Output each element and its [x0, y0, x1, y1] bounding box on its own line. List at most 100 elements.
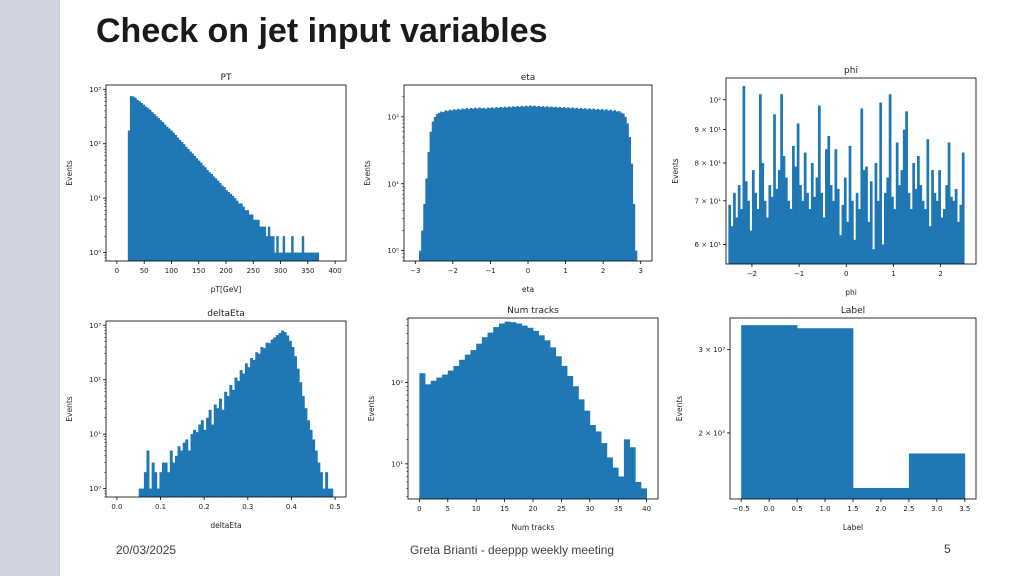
num-tracks-bar — [629, 447, 636, 499]
pt-bar — [303, 252, 307, 261]
eta-bar — [560, 107, 564, 261]
deltaeta-bar — [312, 439, 316, 497]
eta-bar — [554, 106, 557, 261]
pt-bar — [221, 185, 224, 261]
eta-bar — [497, 107, 500, 261]
phi-bar — [782, 155, 786, 264]
phi-bar — [735, 217, 739, 264]
phi-bar — [893, 209, 897, 264]
pt-bar — [172, 132, 175, 261]
num-tracks-bar — [498, 323, 505, 499]
label-y-tick-label: 3 × 10³ — [699, 346, 726, 354]
deltaeta-bar — [325, 472, 329, 497]
deltaeta-bar — [234, 377, 238, 497]
label-x-tick-label: −0.5 — [733, 505, 750, 513]
deltaeta-y-tick-label: 10¹ — [89, 431, 101, 439]
eta-bar — [598, 109, 602, 261]
phi-bar — [773, 114, 776, 264]
phi-bar — [926, 139, 930, 264]
num-tracks-bar — [436, 377, 443, 499]
pt-bar — [308, 252, 311, 261]
eta-bar — [469, 107, 473, 261]
phi-bar — [829, 185, 833, 264]
pt-bar — [202, 165, 205, 261]
pt-x-tick-label: 350 — [301, 267, 314, 275]
deltaeta-bar — [159, 472, 163, 497]
pt-bar — [259, 226, 262, 261]
pt-bar — [242, 206, 245, 261]
pt-bar — [191, 153, 194, 261]
phi-bar — [931, 170, 934, 264]
deltaeta-bar — [250, 358, 253, 497]
phi-bar — [924, 209, 927, 264]
phi-bar — [789, 209, 793, 264]
eta-bar — [567, 107, 570, 261]
deltaeta-bar — [185, 439, 189, 497]
pt-bar — [161, 122, 165, 261]
deltaeta-bar — [213, 404, 217, 497]
eta-bar — [463, 109, 466, 261]
deltaeta-bar — [187, 450, 191, 497]
pt-bar — [180, 141, 184, 261]
phi-bar — [874, 162, 878, 264]
pt-bar — [282, 236, 286, 261]
eta-bar — [624, 116, 627, 261]
eta-bar — [427, 151, 430, 261]
phi-x-axis-label: phi — [845, 288, 857, 297]
phi-bar — [749, 230, 753, 264]
pt-bar — [278, 252, 281, 261]
phi-y-tick-label: 9 × 10¹ — [695, 126, 722, 134]
phi-bar — [763, 200, 767, 264]
phi-x-tick-label: 1 — [891, 270, 895, 278]
pt-y-tick-label: 10³ — [89, 86, 101, 94]
phi-bar — [841, 204, 845, 264]
num-tracks-bar — [504, 321, 511, 499]
pt-bar — [189, 151, 192, 261]
phi-bar — [761, 162, 765, 264]
deltaeta-bar — [242, 373, 246, 497]
deltaeta-bar — [283, 332, 287, 497]
eta-bar — [571, 107, 574, 261]
pt-bar — [138, 101, 141, 261]
phi-bar — [801, 200, 805, 264]
pt-bar — [272, 236, 275, 261]
eta-bar — [516, 106, 519, 261]
num-tracks-bar — [533, 330, 540, 499]
phi-bar — [884, 192, 887, 264]
num-tracks-bar — [612, 467, 619, 499]
deltaeta-bar — [146, 450, 150, 497]
deltaeta-bar — [314, 450, 318, 497]
num-tracks-bar — [550, 347, 557, 499]
deltaeta-bar — [195, 431, 199, 497]
phi-bar — [784, 177, 788, 264]
deltaeta-x-tick-label: 0.3 — [242, 503, 253, 511]
pt-bar — [276, 236, 279, 261]
pt-bar — [178, 139, 182, 261]
eta-bar — [444, 110, 447, 261]
phi-bar — [848, 145, 852, 264]
eta-bar — [442, 112, 445, 261]
num-tracks-bar — [578, 399, 585, 499]
deltaeta-bar — [291, 346, 295, 497]
phi-y-axis-label: Events — [671, 158, 680, 183]
num-tracks-x-tick-label: 40 — [642, 505, 651, 513]
phi-bar — [799, 185, 802, 264]
eta-bar — [581, 109, 585, 261]
eta-bar — [510, 107, 513, 261]
chart-deltaeta: deltaEta 0.0 0.1 0.2 0.3 0.4 0.5 10⁰ 10¹ 10² 10³ de… — [62, 303, 352, 533]
label-x-tick-label: 2.0 — [875, 505, 886, 513]
eta-x-tick-label: 0 — [526, 267, 530, 275]
eta-bar — [471, 108, 475, 261]
pt-bar — [149, 109, 152, 261]
num-tracks-bar — [589, 425, 596, 499]
eta-bar — [565, 108, 568, 261]
eta-bar — [588, 108, 591, 261]
deltaeta-bar — [162, 462, 165, 497]
pt-bar — [136, 99, 139, 261]
deltaeta-bar — [330, 488, 334, 497]
phi-bar — [907, 192, 911, 264]
phi-bar — [806, 192, 809, 264]
deltaeta-bar — [141, 488, 145, 497]
slide-number: 5 — [944, 542, 951, 556]
deltaeta-bar — [268, 343, 272, 497]
